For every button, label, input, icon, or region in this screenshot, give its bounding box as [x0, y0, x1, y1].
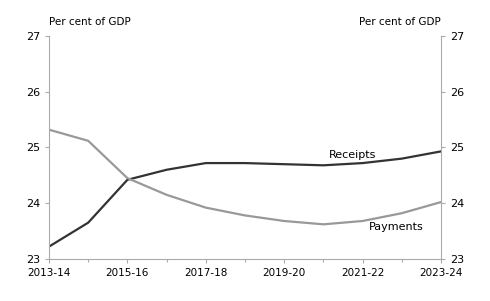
Text: Payments: Payments — [368, 222, 423, 232]
Text: Receipts: Receipts — [329, 150, 377, 160]
Text: Per cent of GDP: Per cent of GDP — [49, 17, 131, 27]
Text: Per cent of GDP: Per cent of GDP — [359, 17, 441, 27]
